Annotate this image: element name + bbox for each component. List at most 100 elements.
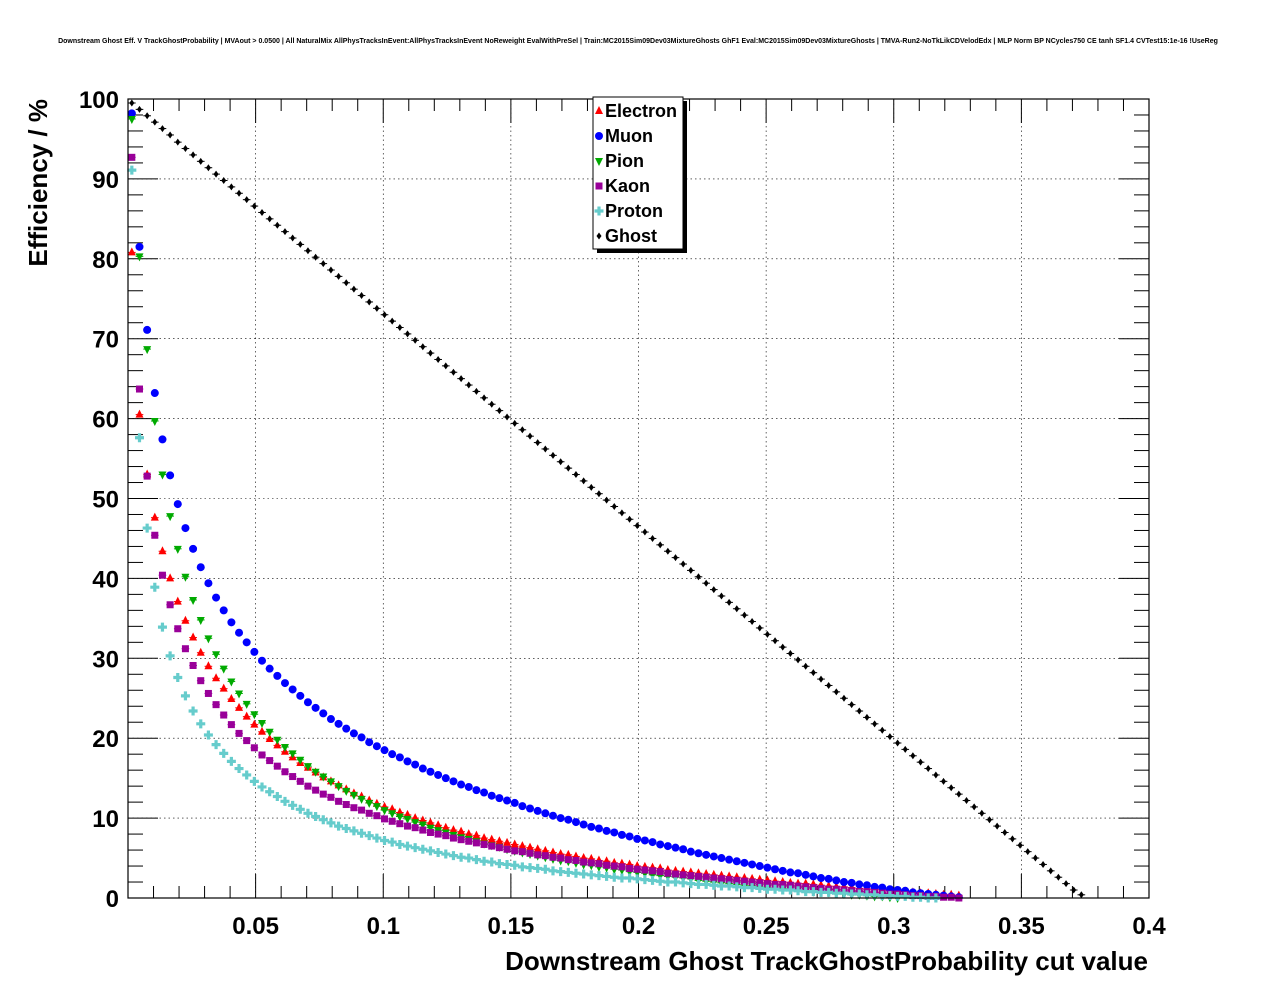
data-point (158, 571, 166, 579)
data-point (457, 826, 466, 835)
data-point (908, 892, 918, 902)
data-point (902, 745, 908, 753)
data-point (778, 866, 787, 875)
data-point (801, 887, 811, 897)
data-point (517, 862, 527, 872)
data-point (166, 471, 175, 480)
x-tick-label: 0.3 (877, 913, 910, 940)
data-point (166, 573, 175, 582)
data-point (404, 330, 410, 338)
data-point (372, 803, 381, 812)
data-point (733, 876, 741, 884)
data-point (150, 389, 159, 398)
data-point (581, 477, 587, 485)
data-point (832, 876, 841, 885)
data-point (971, 803, 977, 811)
data-point (933, 771, 939, 779)
data-point (143, 472, 151, 480)
data-point (495, 844, 503, 852)
data-point (311, 812, 321, 822)
data-point (471, 855, 481, 865)
data-point (518, 841, 527, 850)
data-point (817, 874, 826, 883)
data-point (381, 815, 389, 823)
data-point (487, 834, 496, 843)
data-point (778, 885, 788, 895)
data-point (610, 828, 619, 837)
data-point (465, 837, 473, 845)
data-point (289, 773, 297, 781)
data-point (802, 883, 810, 891)
data-point (693, 879, 703, 889)
data-point (219, 665, 228, 674)
data-point (402, 841, 412, 851)
data-point (671, 877, 681, 887)
data-point (947, 893, 955, 901)
data-point (573, 471, 579, 479)
data-point (135, 385, 143, 393)
data-point (694, 849, 703, 858)
data-point (129, 99, 135, 107)
data-point (672, 870, 680, 878)
data-point (319, 773, 328, 782)
data-point (763, 880, 771, 888)
data-point (579, 820, 588, 829)
data-point (410, 843, 420, 853)
data-point (144, 112, 150, 120)
data-point (732, 882, 742, 892)
data-point (303, 698, 312, 707)
data-point (180, 691, 190, 701)
data-point (617, 830, 626, 839)
data-point (357, 733, 366, 742)
data-point (335, 797, 343, 805)
data-point (657, 541, 663, 549)
data-point (182, 145, 188, 153)
data-point (841, 694, 847, 702)
data-point (795, 656, 801, 664)
data-point (426, 817, 435, 826)
data-point (839, 878, 848, 887)
data-point (642, 528, 648, 536)
data-point (319, 709, 328, 718)
data-point (671, 843, 680, 852)
data-point (656, 868, 664, 876)
data-point (839, 888, 849, 898)
data-point (480, 788, 489, 797)
data-point (242, 638, 251, 647)
data-point (556, 814, 565, 823)
data-point (403, 822, 411, 830)
legend-label: Ghost (605, 226, 657, 246)
data-point (151, 531, 159, 539)
data-point (157, 622, 167, 632)
data-point (587, 859, 595, 867)
data-point (809, 872, 818, 881)
data-point (900, 891, 910, 901)
data-point (396, 820, 404, 828)
data-point (441, 774, 450, 783)
data-point (619, 509, 625, 517)
data-point (364, 831, 374, 841)
data-point (856, 707, 862, 715)
data-point (357, 828, 367, 838)
data-point (456, 852, 466, 862)
data-point (127, 115, 136, 124)
legend-marker (595, 182, 603, 190)
data-point (709, 880, 719, 890)
data-point (755, 862, 764, 871)
data-point (534, 851, 542, 859)
data-point (495, 794, 504, 803)
data-point (334, 783, 343, 792)
data-point (388, 810, 397, 819)
x-tick-label: 0.2 (622, 913, 655, 940)
data-point (373, 812, 381, 820)
data-point (189, 661, 197, 669)
data-point (389, 317, 395, 325)
data-point (640, 875, 650, 885)
data-point (948, 784, 954, 792)
data-point (571, 818, 580, 827)
data-point (249, 776, 259, 786)
data-point (740, 858, 749, 867)
data-point (808, 887, 818, 897)
legend-box (592, 96, 684, 250)
data-point (549, 853, 557, 861)
